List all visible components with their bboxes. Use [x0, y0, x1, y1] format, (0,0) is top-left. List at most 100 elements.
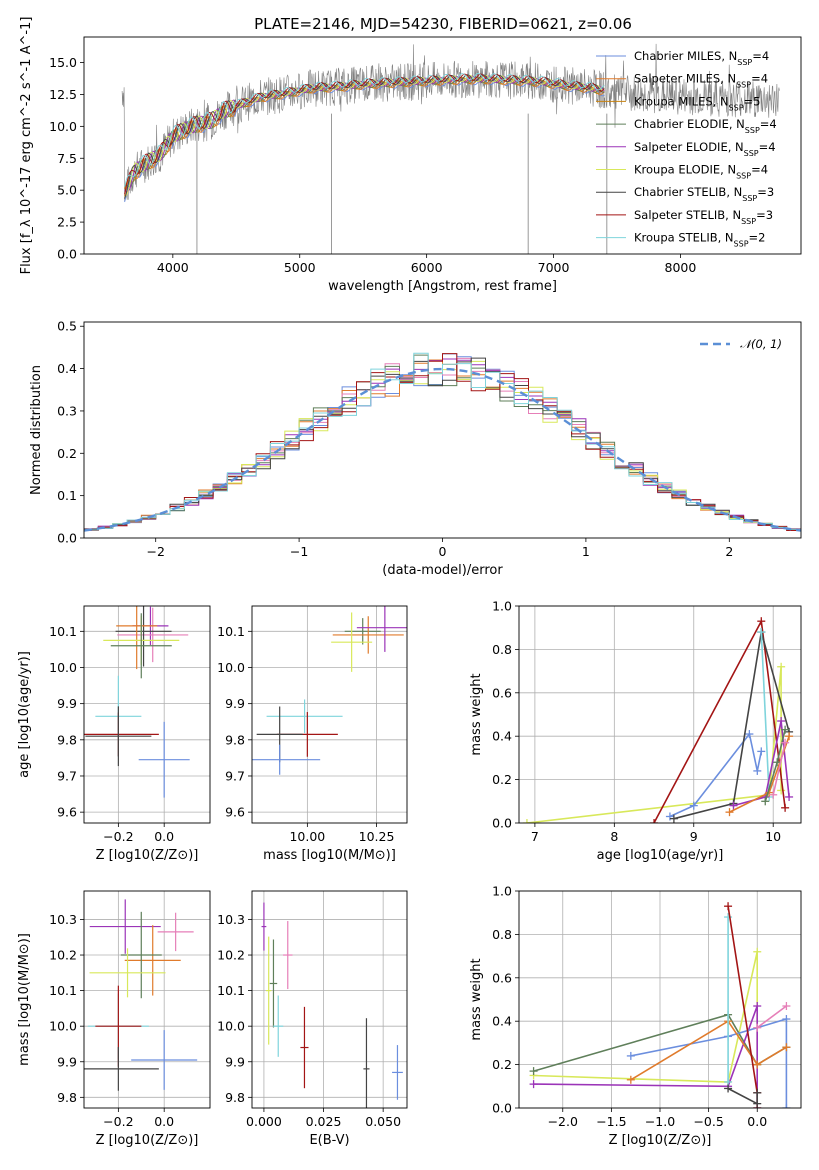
mass_vs_Z-axes — [80, 891, 210, 1112]
weight_vs_age-line-salpeter_elodie — [733, 720, 790, 807]
mass_vs_ebv-ytick-label: 9.8 — [225, 1090, 245, 1105]
weight_vs_Z-line-kroupa_elodie — [533, 951, 758, 1083]
spectrum-frame — [83, 36, 802, 255]
mass_vs_ebv-axes — [248, 891, 407, 1112]
spectrum-ytick-label: 15.0 — [49, 55, 77, 70]
age_vs_mass-xtick-label: 10.25 — [359, 829, 395, 844]
spectrum-ytick-label: 7.5 — [57, 151, 77, 166]
age_vs_mass-ytick-label: 10.0 — [217, 660, 245, 675]
mass_vs_ebv-xtick-label: 0.000 — [246, 1114, 282, 1129]
age_vs_Z-ylabel: age [log10(age/yr)] — [17, 651, 32, 778]
spectrum-xtick-label: 5000 — [284, 260, 316, 275]
residuals-legend-label: 𝒩(0, 1) — [740, 337, 782, 351]
age_vs_mass-frame — [251, 605, 408, 824]
weight_vs_age-ylabel: mass weight — [469, 673, 484, 755]
weight_vs_age-ytick-label: 0.8 — [492, 642, 512, 657]
spectrum-xlabel: wavelength [Angstrom, rest frame] — [328, 279, 557, 294]
weight_vs_Z-xtick-label: −1.5 — [596, 1114, 626, 1129]
residuals-ytick-label: 0.4 — [57, 361, 77, 376]
weight_vs_age-ytick-label: 0.2 — [492, 772, 512, 787]
spectrum-legend-label: Chabrier ELODIE, NSSP=4 — [634, 117, 777, 135]
spectrum-legend: Chabrier MILES, NSSP=4 Salpeter MILES, NS… — [596, 49, 777, 248]
weight_vs_Z-xtick-label: 0.0 — [747, 1114, 767, 1129]
weight_vs_Z-ytick-label: 0.0 — [492, 1101, 512, 1116]
spectrum-legend-label: Chabrier MILES, NSSP=4 — [634, 49, 769, 67]
spectrum-model-salpeter_stelib — [124, 73, 605, 195]
spectrum-ytick-label: 2.5 — [57, 215, 77, 230]
residuals-ytick-label: 0.3 — [57, 403, 77, 418]
age_vs_Z-xtick-label: 0.0 — [154, 829, 174, 844]
spectrum-ytick-label: 5.0 — [57, 183, 77, 198]
mass_vs_Z-ytick-label: 10.2 — [49, 948, 77, 963]
plots-layer: 4000 5000 6000 7000 80000.02.55.07.510.012.5… — [17, 17, 802, 1148]
mass_vs_Z-plot — [84, 899, 198, 1091]
mass_vs_ebv-ytick-label: 10.0 — [217, 1019, 245, 1034]
mass_vs_ebv-frame — [251, 890, 408, 1109]
residuals-ytick-label: 0.1 — [57, 488, 77, 503]
weight_vs_Z-xlabel: Z [log10(Z/Z⊙)] — [609, 1133, 712, 1148]
weight_vs_Z-line-salpeter_stelib — [727, 906, 758, 1108]
age_vs_mass-ytick-label: 9.9 — [225, 696, 245, 711]
weight_vs_Z-ylabel: mass weight — [469, 958, 484, 1040]
spectrum-axes — [80, 62, 681, 258]
mass_vs_ebv-ytick-label: 9.9 — [225, 1054, 245, 1069]
weight_vs_Z-line-salpeter_miles — [630, 1020, 787, 1081]
age_vs_mass-ytick-label: 10.1 — [217, 624, 245, 639]
mass_vs_ebv-plot — [261, 902, 403, 1108]
age_vs_Z-ytick-label: 9.7 — [57, 768, 77, 783]
weight_vs_Z-line-salpeter_elodie — [533, 1005, 758, 1108]
mass_vs_Z-xtick-label: 0.0 — [154, 1114, 174, 1129]
weight_vs_age-xtick-label: 10 — [765, 829, 781, 844]
mass_vs_ebv-xtick-label: 0.025 — [306, 1114, 342, 1129]
spectrum-legend-label: Salpeter ELODIE, NSSP=4 — [634, 140, 776, 158]
weight_vs_Z-xtick-label: −0.5 — [693, 1114, 723, 1129]
spectrum-model-salpeter_elodie — [124, 75, 605, 193]
residuals-xtick-label: −1 — [290, 544, 308, 559]
age_vs_Z-ytick-label: 9.8 — [57, 732, 77, 747]
weight_vs_Z-xtick-label: −2.0 — [548, 1114, 578, 1129]
weight_vs_age-axes — [515, 605, 801, 827]
spectrum-legend-label: Salpeter MILES, NSSP=4 — [634, 72, 768, 90]
spectrum-legend-label: Kroupa STELIB, NSSP=2 — [634, 231, 765, 249]
spectrum-xtick-label: 6000 — [411, 260, 443, 275]
spectrum-legend-label: Kroupa MILES, NSSP=5 — [634, 94, 760, 112]
weight_vs_age-xtick-label: 9 — [690, 829, 698, 844]
residuals-ylabel: Normed distribution — [29, 365, 44, 495]
weight_vs_age-line-chabrier_stelib — [673, 631, 790, 820]
spectrum-ytick-label: 0.0 — [57, 247, 77, 262]
mass_vs_Z-xtick-label: −0.2 — [103, 1114, 133, 1129]
residuals-hist-chabrier_stelib — [84, 357, 801, 532]
spectrum-ytick-label: 12.5 — [49, 87, 77, 102]
residuals-ytick-label: 0.2 — [57, 446, 77, 461]
spectrum-legend-label: Salpeter STELIB, NSSP=3 — [634, 208, 773, 226]
mass_vs_ebv-ytick-label: 10.3 — [217, 912, 245, 927]
weight_vs_Z-ytick-label: 0.6 — [492, 970, 512, 985]
weight_vs_Z-ytick-label: 0.2 — [492, 1057, 512, 1072]
weight_vs_Z-ytick-label: 1.0 — [492, 884, 512, 899]
spectrum-ytick-label: 10.0 — [49, 119, 77, 134]
weight_vs_Z-ytick-label: 0.4 — [492, 1014, 512, 1029]
weight_vs_age-ytick-label: 0.6 — [492, 685, 512, 700]
figure-title: PLATE=2146, MJD=54230, FIBERID=0621, z=0… — [254, 15, 632, 33]
weight_vs_age-ytick-label: 1.0 — [492, 599, 512, 614]
age_vs_mass-xlabel: mass [log10(M/M⊙)] — [263, 848, 396, 863]
mass_vs_Z-xlabel: Z [log10(Z/Z⊙)] — [96, 1133, 199, 1148]
age_vs_Z-ytick-label: 9.9 — [57, 696, 77, 711]
weight_vs_age-frame — [518, 605, 802, 824]
age_vs_Z-plot — [84, 606, 190, 798]
mass_vs_ebv-xtick-label: 0.050 — [365, 1114, 401, 1129]
age_vs_Z-xlabel: Z [log10(Z/Z⊙)] — [96, 848, 199, 863]
spectrum-model-kroupa_stelib — [124, 73, 605, 187]
weight_vs_age-xtick-label: 7 — [531, 829, 539, 844]
age_vs_Z-ytick-label: 10.1 — [49, 624, 77, 639]
mass_vs_Z-ytick-label: 9.8 — [57, 1090, 77, 1105]
age_vs_mass-ytick-label: 9.7 — [225, 768, 245, 783]
residuals-axes — [80, 325, 730, 542]
residuals-xtick-label: 2 — [725, 544, 733, 559]
mass_vs_Z-ytick-label: 10.3 — [49, 912, 77, 927]
age_vs_Z-ytick-label: 10.0 — [49, 660, 77, 675]
spectrum-xtick-label: 7000 — [538, 260, 570, 275]
weight_vs_age-ytick-label: 0.0 — [492, 816, 512, 831]
age_vs_mass-xtick-label: 10.00 — [289, 829, 325, 844]
